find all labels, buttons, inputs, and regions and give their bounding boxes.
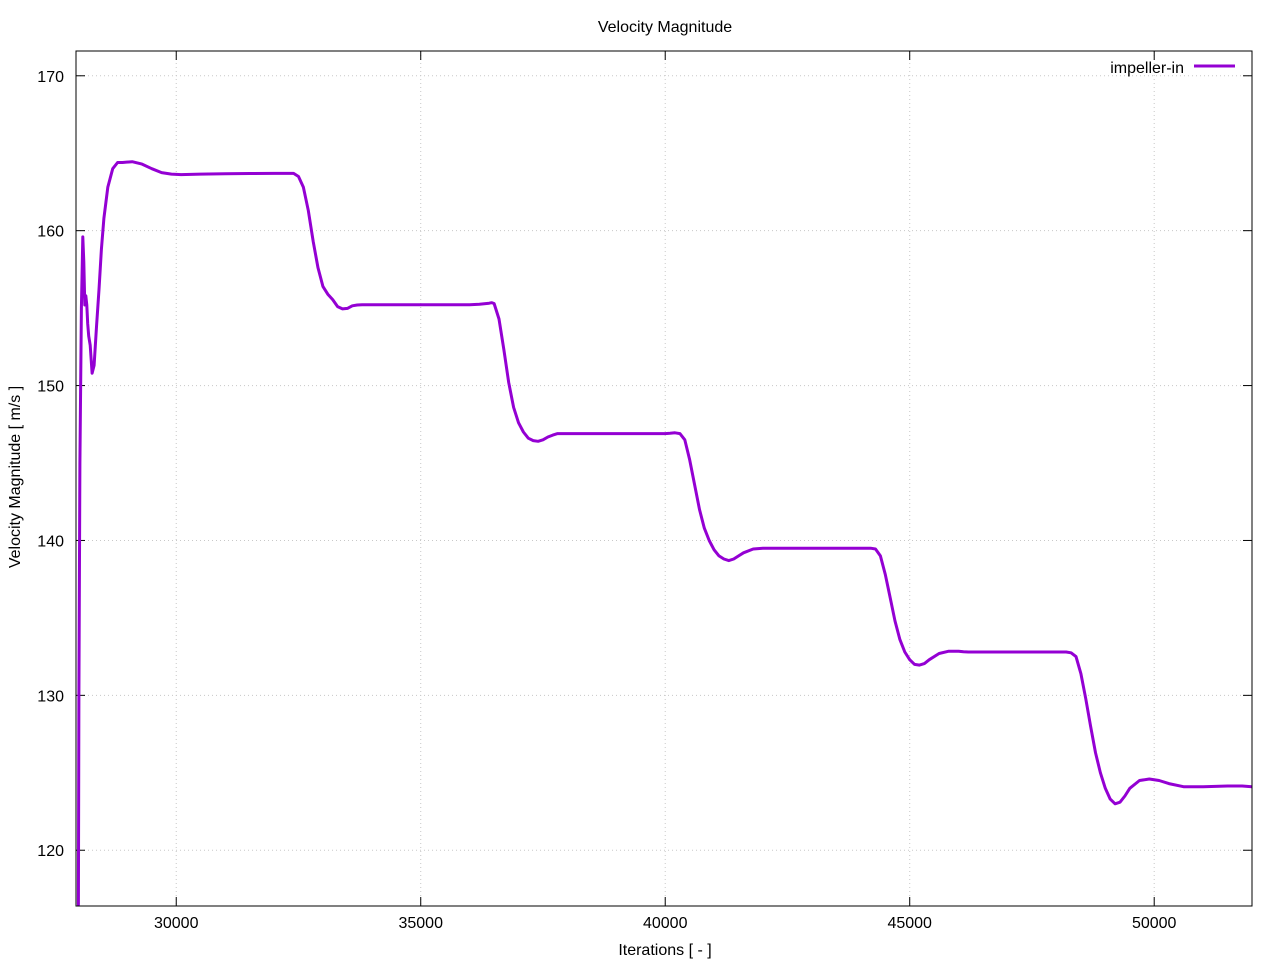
x-tick-label: 40000 <box>643 915 688 932</box>
chart-title: Velocity Magnitude <box>598 19 732 36</box>
legend: impeller-in <box>1110 60 1235 77</box>
y-tick-label: 160 <box>37 224 64 241</box>
x-tick-label: 35000 <box>398 915 443 932</box>
legend-label: impeller-in <box>1110 60 1184 77</box>
x-axis-label: Iterations [ - ] <box>618 942 711 959</box>
series-line-impeller-in <box>76 160 1252 906</box>
y-tick-label: 140 <box>37 533 64 550</box>
x-tick-label: 45000 <box>887 915 932 932</box>
ticks: 30000 35000 40000 45000 50000 120 130 140 150 160… <box>37 51 1252 932</box>
y-axis-label: Velocity Magnitude [ m/s ] <box>7 386 24 568</box>
y-tick-label: 130 <box>37 688 64 705</box>
grid <box>76 51 1252 906</box>
plot-frame <box>75 50 1253 907</box>
series-layer <box>76 160 1252 906</box>
x-tick-label: 50000 <box>1132 915 1177 932</box>
y-tick-label: 120 <box>37 843 64 860</box>
y-tick-label: 150 <box>37 379 64 396</box>
x-tick-label: 30000 <box>154 915 199 932</box>
y-tick-label: 170 <box>37 69 64 86</box>
